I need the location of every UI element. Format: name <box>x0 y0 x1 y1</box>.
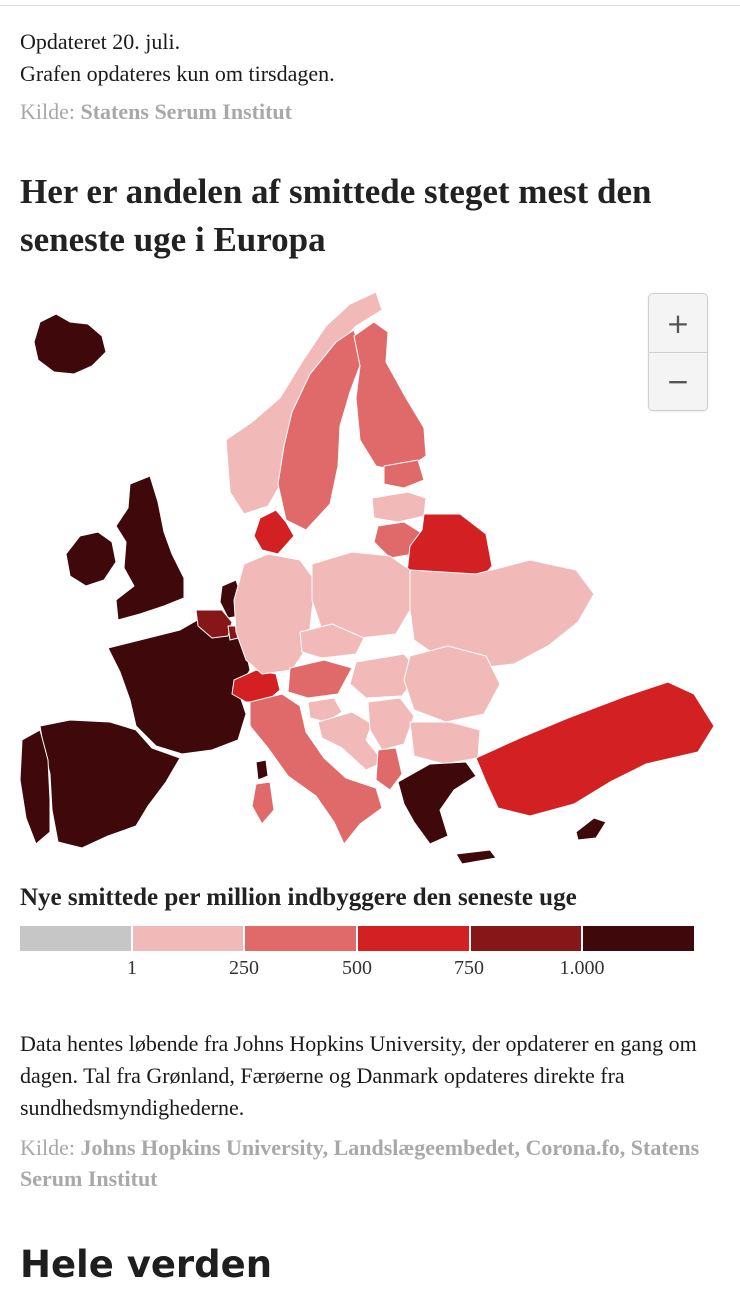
region-united-kingdom[interactable] <box>115 475 185 621</box>
europe-map[interactable]: + − <box>0 270 740 875</box>
region-ukraine[interactable] <box>409 559 595 669</box>
legend-color-scale <box>20 926 695 951</box>
region-estonia[interactable] <box>383 459 425 489</box>
region-romania[interactable] <box>403 645 501 723</box>
legend-swatch-1 <box>132 926 244 951</box>
update-schedule: Grafen opdateres kun om tirsdagen. <box>20 61 335 86</box>
region-germany[interactable] <box>233 553 317 675</box>
top-divider <box>0 5 740 6</box>
region-crete[interactable] <box>455 849 497 865</box>
legend-ticks: 1 250 500 750 1.000 <box>20 955 694 981</box>
map-canvas[interactable] <box>0 270 740 875</box>
section-title: Hele verden <box>20 1243 273 1286</box>
intro-text: Opdateret 20. juli. Grafen opdateres kun… <box>20 26 335 90</box>
map-title: Her er andelen af smittede steget mest d… <box>20 172 652 259</box>
zoom-control[interactable]: + − <box>648 293 708 411</box>
region-portugal[interactable] <box>19 729 51 845</box>
source-credit-2: Kilde: Johns Hopkins University, Landslæ… <box>20 1132 720 1194</box>
update-date: Opdateret 20. juli. <box>20 29 181 54</box>
region-serbia[interactable] <box>367 697 415 751</box>
region-poland[interactable] <box>311 551 411 639</box>
region-sweden[interactable] <box>277 329 363 531</box>
zoom-out-button[interactable]: − <box>649 352 707 410</box>
legend-tick: 1.000 <box>559 957 605 979</box>
region-turkey[interactable] <box>475 681 715 817</box>
legend-swatch-5 <box>583 926 695 951</box>
region-finland[interactable] <box>353 321 427 473</box>
region-italy[interactable] <box>249 693 383 845</box>
region-latvia[interactable] <box>371 491 427 523</box>
region-denmark[interactable] <box>253 509 295 555</box>
region-hungary[interactable] <box>349 653 421 699</box>
region-albania[interactable] <box>375 747 403 791</box>
legend-tick: 750 <box>454 957 484 979</box>
region-ireland[interactable] <box>65 531 117 587</box>
region-cyprus[interactable] <box>575 817 607 841</box>
legend-title: Nye smittede per million indbyggere den … <box>20 884 577 911</box>
region-spain[interactable] <box>39 719 181 849</box>
region-belgium[interactable] <box>195 609 233 639</box>
legend-tick: 500 <box>342 957 372 979</box>
region-austria[interactable] <box>287 659 353 699</box>
region-sardinia[interactable] <box>251 781 275 825</box>
source-label: Kilde: <box>20 1135 75 1160</box>
region-bulgaria[interactable] <box>409 721 481 765</box>
region-iceland[interactable] <box>33 313 107 375</box>
source-value: Johns Hopkins University, Landslægeembed… <box>20 1135 700 1191</box>
data-notes: Data hentes løbende fra Johns Hopkins Un… <box>20 1031 697 1120</box>
legend-swatch-4 <box>470 926 582 951</box>
legend-tick: 250 <box>229 957 259 979</box>
region-greece[interactable] <box>397 761 477 845</box>
region-czechia[interactable] <box>299 623 365 659</box>
legend-swatch-3 <box>358 926 469 951</box>
legend-swatch-0 <box>20 926 131 951</box>
source-credit: Kilde: Statens Serum Institut <box>20 96 292 127</box>
legend-swatch-2 <box>245 926 357 951</box>
region-corsica[interactable] <box>255 759 269 781</box>
source-label: Kilde: <box>20 99 75 124</box>
zoom-in-button[interactable]: + <box>649 294 707 352</box>
source-value: Statens Serum Institut <box>80 99 292 124</box>
legend-tick: 1 <box>127 957 137 979</box>
